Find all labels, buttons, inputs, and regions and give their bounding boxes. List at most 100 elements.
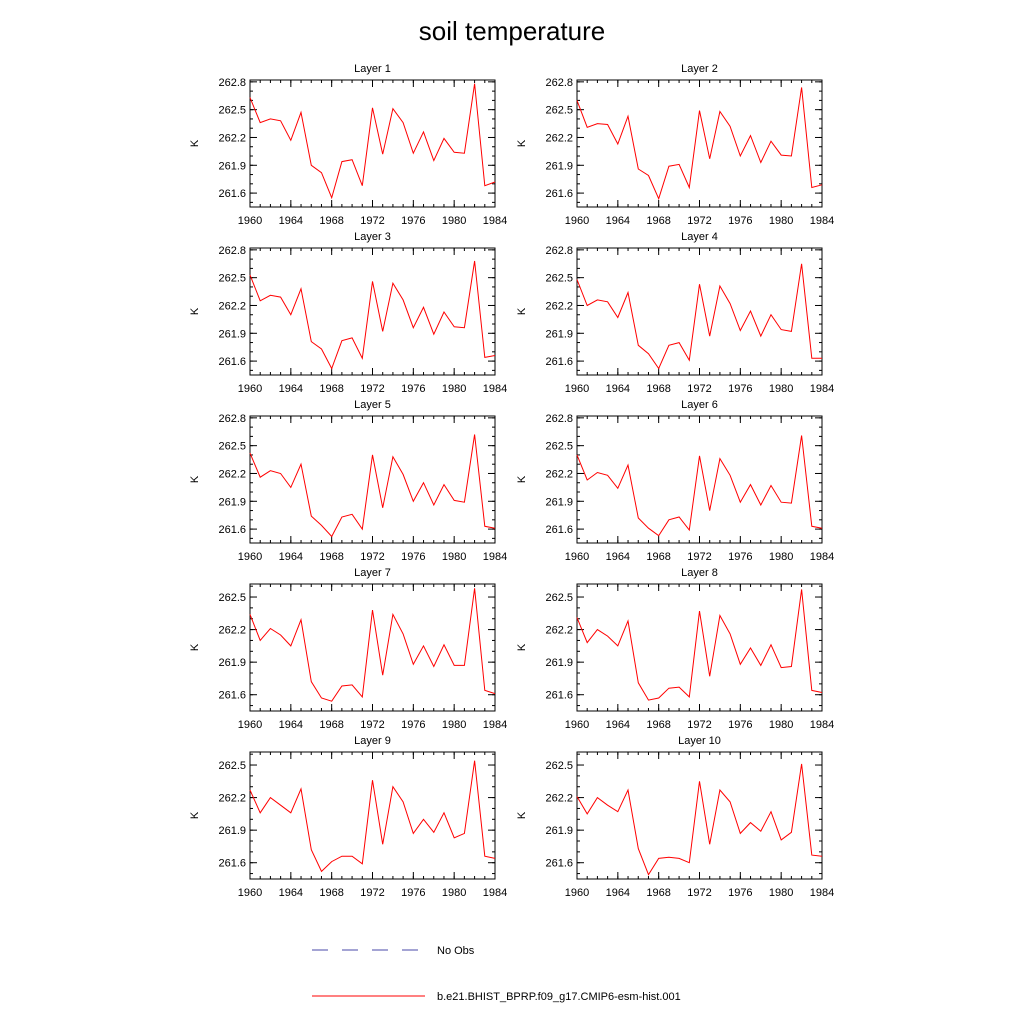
x-tick-label: 1976 bbox=[401, 719, 425, 731]
y-tick-label: 262.2 bbox=[545, 468, 573, 480]
x-tick-label: 1960 bbox=[565, 551, 589, 563]
x-tick-label: 1964 bbox=[279, 551, 303, 563]
x-tick-label: 1984 bbox=[483, 215, 507, 227]
x-tick-label: 1976 bbox=[401, 887, 425, 899]
plot-frame bbox=[576, 79, 823, 208]
x-tick-label: 1964 bbox=[606, 551, 630, 563]
y-tick-label: 261.6 bbox=[545, 524, 573, 536]
series-line bbox=[249, 760, 496, 873]
x-tick-label: 1980 bbox=[442, 383, 466, 395]
y-tick-label: 262.5 bbox=[545, 105, 573, 117]
y-axis-label: K bbox=[189, 643, 201, 651]
x-tick-label: 1968 bbox=[646, 887, 670, 899]
x-tick-label: 1960 bbox=[238, 383, 262, 395]
x-tick-label: 1984 bbox=[483, 551, 507, 563]
x-tick-label: 1960 bbox=[565, 887, 589, 899]
y-axis-label: K bbox=[516, 643, 528, 651]
x-tick-label: 1972 bbox=[360, 887, 384, 899]
x-tick-label: 1960 bbox=[238, 719, 262, 731]
x-tick-label: 1984 bbox=[483, 719, 507, 731]
x-tick-label: 1984 bbox=[810, 887, 834, 899]
series-line bbox=[249, 434, 496, 538]
x-tick-label: 1980 bbox=[769, 887, 793, 899]
panel-title: Layer 4 bbox=[681, 231, 718, 243]
x-tick-label: 1960 bbox=[565, 719, 589, 731]
series-line bbox=[249, 83, 496, 200]
plot-frame bbox=[249, 247, 496, 376]
x-tick-label: 1972 bbox=[687, 383, 711, 395]
x-tick-label: 1972 bbox=[360, 719, 384, 731]
y-axis-label: K bbox=[189, 307, 201, 315]
series-line bbox=[576, 263, 822, 370]
x-tick-label: 1964 bbox=[606, 719, 630, 731]
y-tick-label: 262.8 bbox=[218, 413, 246, 425]
y-axis-label: K bbox=[516, 475, 528, 483]
y-tick-label: 261.6 bbox=[545, 356, 573, 368]
figure-title: soil temperature bbox=[419, 16, 605, 46]
x-tick-label: 1972 bbox=[687, 719, 711, 731]
y-tick-label: 262.2 bbox=[218, 793, 246, 805]
x-tick-label: 1960 bbox=[238, 887, 262, 899]
y-tick-label: 262.5 bbox=[218, 105, 246, 117]
x-tick-label: 1984 bbox=[810, 719, 834, 731]
y-tick-label: 262.5 bbox=[218, 760, 246, 772]
x-tick-label: 1972 bbox=[360, 383, 384, 395]
panel-title: Layer 7 bbox=[354, 567, 391, 579]
x-tick-label: 1960 bbox=[565, 383, 589, 395]
y-axis-label: K bbox=[189, 811, 201, 819]
plot-frame bbox=[249, 751, 496, 880]
x-tick-label: 1960 bbox=[238, 551, 262, 563]
panel-6: Layer 6 1960 1964 1968 1972 1976 1980 1984 261.6… bbox=[516, 399, 834, 563]
y-tick-label: 262.2 bbox=[545, 625, 573, 637]
panel-title: Layer 5 bbox=[354, 399, 391, 411]
x-tick-label: 1980 bbox=[769, 383, 793, 395]
y-axis-label: K bbox=[516, 139, 528, 147]
x-tick-label: 1976 bbox=[728, 383, 752, 395]
x-tick-label: 1972 bbox=[360, 551, 384, 563]
panel-4: Layer 4 1960 1964 1968 1972 1976 1980 1984 261.6… bbox=[516, 231, 834, 395]
x-tick-label: 1980 bbox=[442, 215, 466, 227]
panel-title: Layer 1 bbox=[354, 63, 391, 75]
panel-title: Layer 8 bbox=[681, 567, 718, 579]
y-tick-label: 262.5 bbox=[218, 592, 246, 604]
x-tick-label: 1964 bbox=[606, 383, 630, 395]
x-tick-label: 1980 bbox=[442, 719, 466, 731]
panel-9: Layer 9 1960 1964 1968 1972 1976 1980 1984 261.6… bbox=[189, 735, 507, 899]
panel-7: Layer 7 1960 1964 1968 1972 1976 1980 1984 261.6… bbox=[189, 567, 507, 731]
y-tick-label: 261.9 bbox=[218, 825, 246, 837]
panel-8: Layer 8 1960 1964 1968 1972 1976 1980 1984 261.6… bbox=[516, 567, 834, 731]
plot-frame bbox=[576, 583, 823, 712]
x-tick-label: 1968 bbox=[646, 719, 670, 731]
y-tick-label: 261.9 bbox=[545, 160, 573, 172]
x-tick-label: 1980 bbox=[442, 887, 466, 899]
x-tick-label: 1976 bbox=[728, 215, 752, 227]
legend-obs-label: No Obs bbox=[437, 945, 475, 957]
y-tick-label: 262.2 bbox=[545, 132, 573, 144]
series-line bbox=[576, 589, 823, 701]
x-tick-label: 1968 bbox=[646, 215, 670, 227]
y-tick-label: 262.8 bbox=[545, 413, 573, 425]
panel-title: Layer 10 bbox=[678, 735, 721, 747]
x-tick-label: 1976 bbox=[401, 551, 425, 563]
x-tick-label: 1980 bbox=[769, 215, 793, 227]
x-tick-label: 1984 bbox=[810, 551, 834, 563]
plot-frame bbox=[249, 79, 496, 208]
panel-title: Layer 3 bbox=[354, 231, 391, 243]
y-tick-label: 261.6 bbox=[218, 188, 246, 200]
plot-frame bbox=[576, 415, 823, 544]
x-tick-label: 1964 bbox=[279, 215, 303, 227]
series-line bbox=[576, 763, 823, 876]
x-tick-label: 1960 bbox=[565, 215, 589, 227]
x-tick-label: 1972 bbox=[687, 887, 711, 899]
x-tick-label: 1968 bbox=[319, 383, 343, 395]
panel-2: Layer 2 1960 1964 1968 1972 1976 1980 1984 261.6… bbox=[516, 63, 834, 227]
plot-frame bbox=[249, 583, 496, 712]
y-tick-label: 261.9 bbox=[545, 328, 573, 340]
y-tick-label: 262.5 bbox=[218, 441, 246, 453]
x-tick-label: 1968 bbox=[646, 383, 670, 395]
y-axis-label: K bbox=[189, 139, 201, 147]
x-tick-label: 1964 bbox=[279, 383, 303, 395]
plot-frame bbox=[249, 415, 496, 544]
x-tick-label: 1968 bbox=[319, 887, 343, 899]
y-tick-label: 262.5 bbox=[218, 273, 246, 285]
